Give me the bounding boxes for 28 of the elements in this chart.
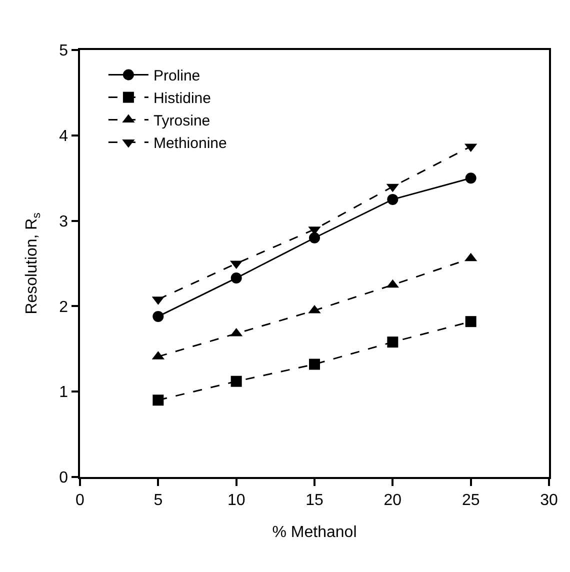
- x-tick-label: 25: [462, 492, 480, 509]
- point: [387, 194, 398, 205]
- x-axis-title: % Methanol: [272, 524, 357, 542]
- x-tick-label: 10: [227, 492, 246, 509]
- legend-label: Tyrosine: [153, 112, 210, 130]
- y-tick-label: 2: [59, 298, 68, 316]
- point: [465, 172, 476, 184]
- x-tick-label: 20: [384, 492, 402, 509]
- x-tick-label: 30: [540, 492, 558, 509]
- point: [230, 272, 242, 284]
- point: [152, 310, 164, 322]
- legend-label: Histidine: [153, 90, 211, 108]
- y-tick-label: 3: [59, 213, 68, 230]
- y-tick-label: 5: [59, 42, 68, 60]
- point: [152, 394, 164, 406]
- x-tick-label: 0: [76, 492, 85, 509]
- x-tick-label: 5: [154, 492, 163, 509]
- y-tick-label: 4: [59, 128, 68, 145]
- point: [387, 336, 398, 348]
- point: [230, 376, 242, 387]
- y-tick-label: 0: [59, 470, 68, 487]
- legend-label: Proline: [153, 68, 200, 85]
- point: [309, 232, 320, 244]
- x-tick-label: 15: [306, 492, 324, 509]
- legend-label: Methionine: [153, 135, 227, 152]
- point: [309, 358, 320, 370]
- y-tick-label: 1: [59, 384, 68, 402]
- point: [465, 316, 476, 328]
